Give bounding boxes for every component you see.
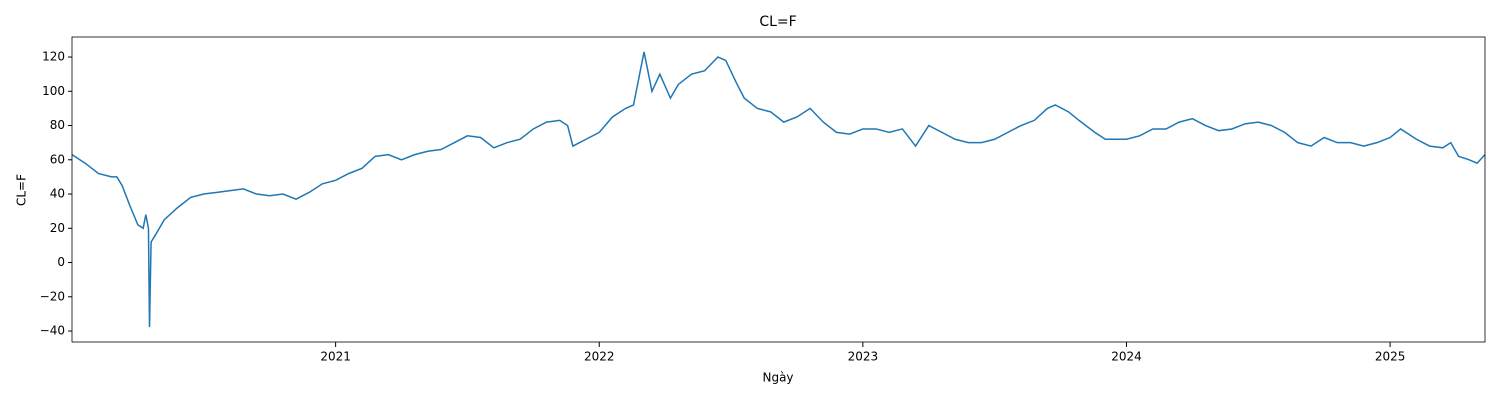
x-tick-label: 2021 [320, 350, 351, 364]
x-tick-label: 2023 [848, 350, 879, 364]
y-tick-label: 100 [42, 84, 65, 98]
x-tick-label: 2025 [1375, 350, 1406, 364]
line-series [71, 51, 1486, 327]
y-tick-label: 40 [50, 187, 65, 201]
y-tick-label: 20 [50, 221, 65, 235]
x-axis-label: Ngày [762, 371, 793, 385]
chart-title: CL=F [759, 14, 796, 30]
x-tick-label: 2024 [1111, 350, 1142, 364]
plot-frame [71, 36, 1486, 343]
y-tick-label: 0 [57, 255, 65, 269]
x-tick-label: 2022 [584, 350, 615, 364]
y-axis-label: CL=F [15, 174, 29, 206]
y-tick-label: −40 [40, 324, 65, 338]
y-tick-label: 60 [50, 152, 65, 166]
y-tick-label: 80 [50, 118, 65, 132]
y-tick-label: −20 [40, 289, 65, 303]
y-tick-label: 120 [42, 50, 65, 64]
